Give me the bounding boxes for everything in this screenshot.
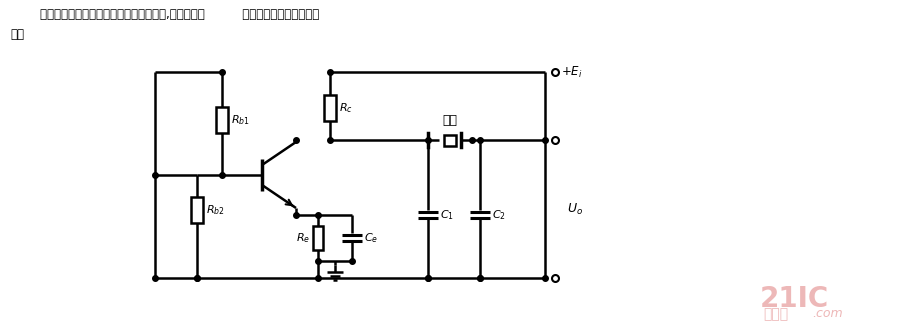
Text: 21IC: 21IC bbox=[760, 285, 829, 313]
FancyBboxPatch shape bbox=[324, 95, 336, 121]
Text: $R_e$: $R_e$ bbox=[296, 231, 310, 245]
Text: 如果把石英晶体作为等效电感元件来使用,可构成如图          所示的并联型晶体振荡电: 如果把石英晶体作为等效电感元件来使用,可构成如图 所示的并联型晶体振荡电 bbox=[40, 8, 319, 21]
FancyBboxPatch shape bbox=[313, 226, 323, 250]
Text: .com: .com bbox=[812, 307, 843, 320]
Text: $C_2$: $C_2$ bbox=[492, 208, 506, 222]
Text: $C_1$: $C_1$ bbox=[440, 208, 454, 222]
Text: $C_e$: $C_e$ bbox=[364, 231, 378, 245]
Bar bbox=[444, 134, 456, 145]
FancyBboxPatch shape bbox=[216, 107, 228, 133]
Text: $+E_i$: $+E_i$ bbox=[561, 64, 582, 80]
Text: 路。: 路。 bbox=[10, 28, 24, 41]
Text: 晶体: 晶体 bbox=[443, 114, 457, 127]
Text: $R_{b2}$: $R_{b2}$ bbox=[206, 203, 225, 217]
FancyBboxPatch shape bbox=[191, 197, 203, 223]
Text: $R_c$: $R_c$ bbox=[339, 101, 353, 115]
Text: $R_{b1}$: $R_{b1}$ bbox=[231, 113, 250, 127]
Text: 电子网: 电子网 bbox=[763, 307, 788, 321]
Text: $U_o$: $U_o$ bbox=[567, 202, 583, 216]
